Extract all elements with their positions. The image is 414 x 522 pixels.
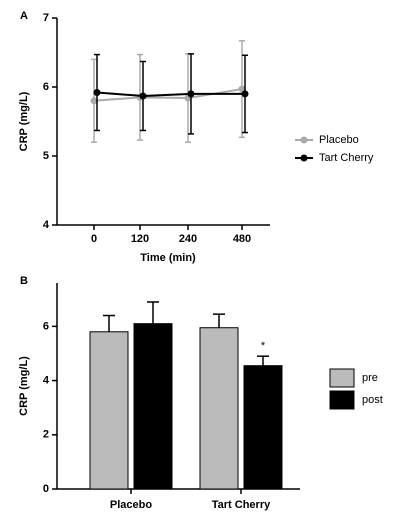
bar xyxy=(133,323,173,490)
bar xyxy=(243,365,283,490)
point xyxy=(93,89,101,97)
legend-marker xyxy=(300,154,308,162)
series-line xyxy=(96,91,245,97)
legend-swatch xyxy=(329,390,355,410)
legend-label: Placebo xyxy=(319,134,359,146)
bar xyxy=(89,331,129,490)
y-axis-label: CRP (mg/L) xyxy=(18,91,30,151)
panel-label: A xyxy=(20,10,28,22)
point xyxy=(187,90,195,98)
x-tick-label: Tart Cherry xyxy=(212,499,271,511)
legend-swatch xyxy=(329,368,355,388)
x-tick-label: 120 xyxy=(131,233,149,245)
point xyxy=(139,92,147,100)
legend-label: Tart Cherry xyxy=(319,152,374,164)
y-tick-label: 2 xyxy=(43,429,49,441)
legend-marker xyxy=(300,136,308,144)
y-tick-label: 7 xyxy=(43,12,49,24)
y-tick-label: 5 xyxy=(43,150,49,162)
y-tick-label: 0 xyxy=(43,483,49,495)
annotation: * xyxy=(261,340,266,352)
x-tick-label: 480 xyxy=(233,233,251,245)
panel-label: B xyxy=(20,275,28,287)
x-tick-label: Placebo xyxy=(110,499,152,511)
x-tick-label: 240 xyxy=(179,233,197,245)
bar xyxy=(199,327,239,490)
legend-label: pre xyxy=(362,372,378,384)
y-tick-label: 6 xyxy=(43,81,49,93)
x-axis-label: Time (min) xyxy=(140,252,196,264)
point xyxy=(241,90,249,98)
y-tick-label: 6 xyxy=(43,320,49,332)
y-tick-label: 4 xyxy=(43,219,50,231)
y-axis-label: CRP (mg/L) xyxy=(18,356,30,416)
legend-label: post xyxy=(362,394,383,406)
y-tick-label: 4 xyxy=(43,374,50,386)
point xyxy=(90,97,98,105)
x-tick-label: 0 xyxy=(91,233,97,245)
